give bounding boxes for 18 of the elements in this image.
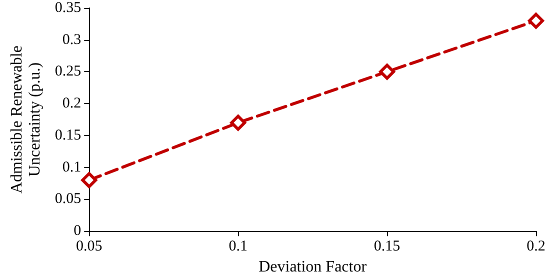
x-tick-label: 0.05 xyxy=(76,238,102,255)
x-axis-title: Deviation Factor xyxy=(258,258,368,276)
y-tick-label: 0.2 xyxy=(62,96,82,112)
y-tick-label: 0.05 xyxy=(54,191,82,208)
y-tick-label: 0.1 xyxy=(62,159,82,176)
y-tick-label: 0.15 xyxy=(54,127,82,144)
x-tick-label: 0.1 xyxy=(228,238,248,255)
point xyxy=(81,172,98,188)
point xyxy=(379,64,396,80)
x-tick-label: 0.15 xyxy=(374,238,400,255)
y-tick-label: 0.3 xyxy=(62,32,82,48)
point xyxy=(528,12,544,29)
y-axis-title: Admissible Renewable Uncertainty (p.u.) xyxy=(8,46,44,194)
x-tick-label: 0.2 xyxy=(526,238,546,255)
y-tick-label: 0.25 xyxy=(54,64,82,80)
point xyxy=(230,114,246,131)
y-tick-label: 0.35 xyxy=(54,0,82,16)
y-tick-label: 0 xyxy=(74,223,82,240)
